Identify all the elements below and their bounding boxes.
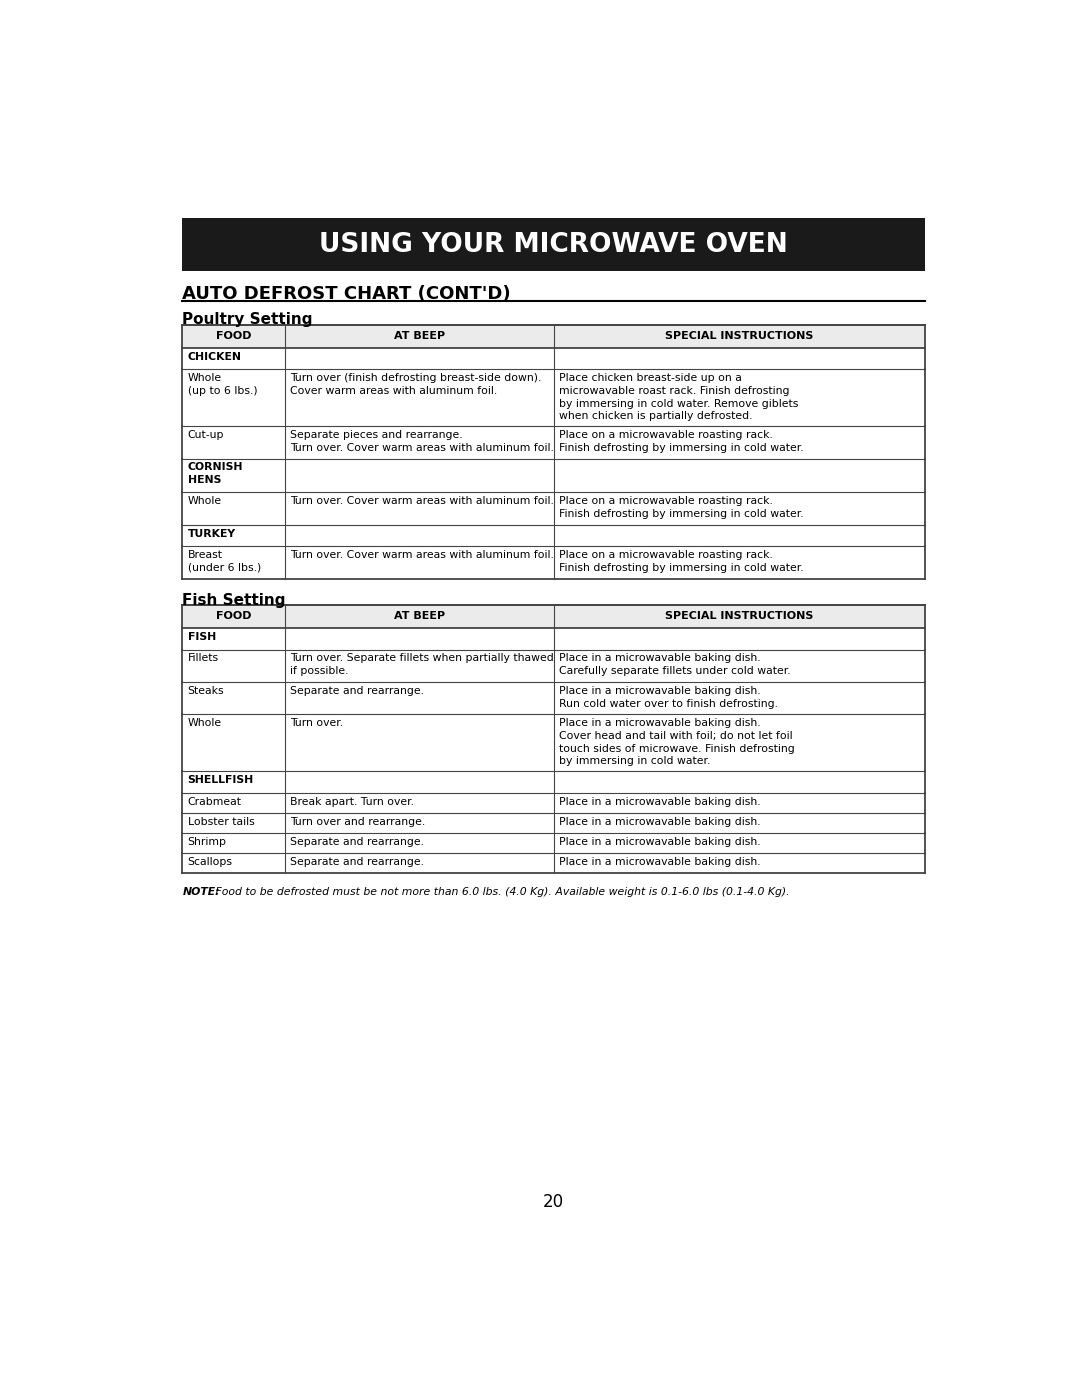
Text: Scallops: Scallops [188, 856, 233, 867]
Text: FISH: FISH [188, 632, 216, 642]
Bar [183, 604, 924, 628]
Bar [183, 650, 924, 682]
Text: Place on a microwavable roasting rack.
Finish defrosting by immersing in cold wa: Place on a microwavable roasting rack. F… [558, 550, 804, 573]
Text: 20: 20 [543, 1192, 564, 1210]
Bar [183, 853, 924, 873]
Text: Separate pieces and rearrange.
Turn over. Cover warm areas with aluminum foil.: Separate pieces and rearrange. Turn over… [291, 430, 554, 452]
Text: Turn over.: Turn over. [291, 718, 343, 727]
Bar [183, 546, 924, 578]
Bar [183, 219, 924, 271]
Text: Whole
(up to 6 lbs.): Whole (up to 6 lbs.) [188, 373, 257, 396]
Text: CORNISH
HENS: CORNISH HENS [188, 462, 243, 485]
Text: Place in a microwavable baking dish.: Place in a microwavable baking dish. [558, 837, 760, 846]
Text: Place chicken breast-side up on a
microwavable roast rack. Finish defrosting
by : Place chicken breast-side up on a microw… [558, 373, 798, 422]
Bar [183, 459, 924, 492]
Text: Poultry Setting: Poultry Setting [183, 313, 313, 328]
Text: AT BEEP: AT BEEP [393, 611, 445, 621]
Text: Whole: Whole [188, 496, 221, 506]
Text: SPECIAL INSTRUCTIONS: SPECIAL INSTRUCTIONS [665, 611, 813, 621]
Text: Whole: Whole [188, 718, 221, 727]
Text: Fillets: Fillets [188, 653, 219, 664]
Text: Separate and rearrange.: Separate and rearrange. [291, 686, 424, 696]
Text: Turn over. Cover warm areas with aluminum foil.: Turn over. Cover warm areas with aluminu… [291, 550, 554, 560]
Text: Shrimp: Shrimp [188, 837, 227, 846]
Bar [183, 833, 924, 853]
Text: Separate and rearrange.: Separate and rearrange. [291, 837, 424, 846]
Text: Lobster tails: Lobster tails [188, 816, 255, 827]
Text: Crabmeat: Crabmeat [188, 797, 242, 806]
Text: Place in a microwavable baking dish.
Run cold water over to finish defrosting.: Place in a microwavable baking dish. Run… [558, 686, 778, 708]
Text: Turn over and rearrange.: Turn over and rearrange. [291, 816, 426, 827]
Text: Place on a microwavable roasting rack.
Finish defrosting by immersing in cold wa: Place on a microwavable roasting rack. F… [558, 496, 804, 519]
Text: SPECIAL INSTRUCTIONS: SPECIAL INSTRUCTIONS [665, 331, 813, 342]
Bar [183, 813, 924, 833]
Text: Place on a microwavable roasting rack.
Finish defrosting by immersing in cold wa: Place on a microwavable roasting rack. F… [558, 430, 804, 452]
Text: Cut-up: Cut-up [188, 430, 225, 440]
Bar [183, 682, 924, 714]
Text: NOTE:: NOTE: [183, 887, 220, 896]
Text: Food to be defrosted must be not more than 6.0 lbs. (4.0 Kg). Available weight i: Food to be defrosted must be not more th… [212, 887, 789, 896]
Text: USING YOUR MICROWAVE OVEN: USING YOUR MICROWAVE OVEN [319, 231, 788, 257]
Text: FOOD: FOOD [216, 331, 252, 342]
Text: Place in a microwavable baking dish.: Place in a microwavable baking dish. [558, 816, 760, 827]
Bar [183, 792, 924, 813]
Text: Break apart. Turn over.: Break apart. Turn over. [291, 797, 415, 806]
Bar [183, 492, 924, 524]
Text: SHELLFISH: SHELLFISH [188, 774, 254, 786]
Bar [183, 628, 924, 650]
Text: FOOD: FOOD [216, 611, 252, 621]
Bar [183, 325, 924, 347]
Text: Separate and rearrange.: Separate and rearrange. [291, 856, 424, 867]
Bar [183, 369, 924, 426]
Text: Turn over (finish defrosting breast-side down).
Cover warm areas with aluminum f: Turn over (finish defrosting breast-side… [291, 373, 541, 396]
Bar [183, 524, 924, 546]
Bar [183, 426, 924, 459]
Text: CHICKEN: CHICKEN [188, 351, 242, 361]
Text: Fish Setting: Fish Setting [183, 592, 286, 607]
Bar [183, 347, 924, 369]
Text: Breast
(under 6 lbs.): Breast (under 6 lbs.) [188, 550, 261, 573]
Text: Turn over. Separate fillets when partially thawed
if possible.: Turn over. Separate fillets when partial… [291, 653, 554, 676]
Text: Place in a microwavable baking dish.: Place in a microwavable baking dish. [558, 797, 760, 806]
Text: Place in a microwavable baking dish.: Place in a microwavable baking dish. [558, 856, 760, 867]
Text: Turn over. Cover warm areas with aluminum foil.: Turn over. Cover warm areas with aluminu… [291, 496, 554, 506]
Text: Steaks: Steaks [188, 686, 225, 696]
Text: AT BEEP: AT BEEP [393, 331, 445, 342]
Bar [183, 714, 924, 772]
Text: Place in a microwavable baking dish.
Carefully separate fillets under cold water: Place in a microwavable baking dish. Car… [558, 653, 791, 676]
Bar [183, 772, 924, 792]
Text: AUTO DEFROST CHART (CONT'D): AUTO DEFROST CHART (CONT'D) [183, 285, 511, 303]
Text: Place in a microwavable baking dish.
Cover head and tail with foil; do not let f: Place in a microwavable baking dish. Cov… [558, 718, 795, 766]
Text: TURKEY: TURKEY [188, 528, 235, 538]
